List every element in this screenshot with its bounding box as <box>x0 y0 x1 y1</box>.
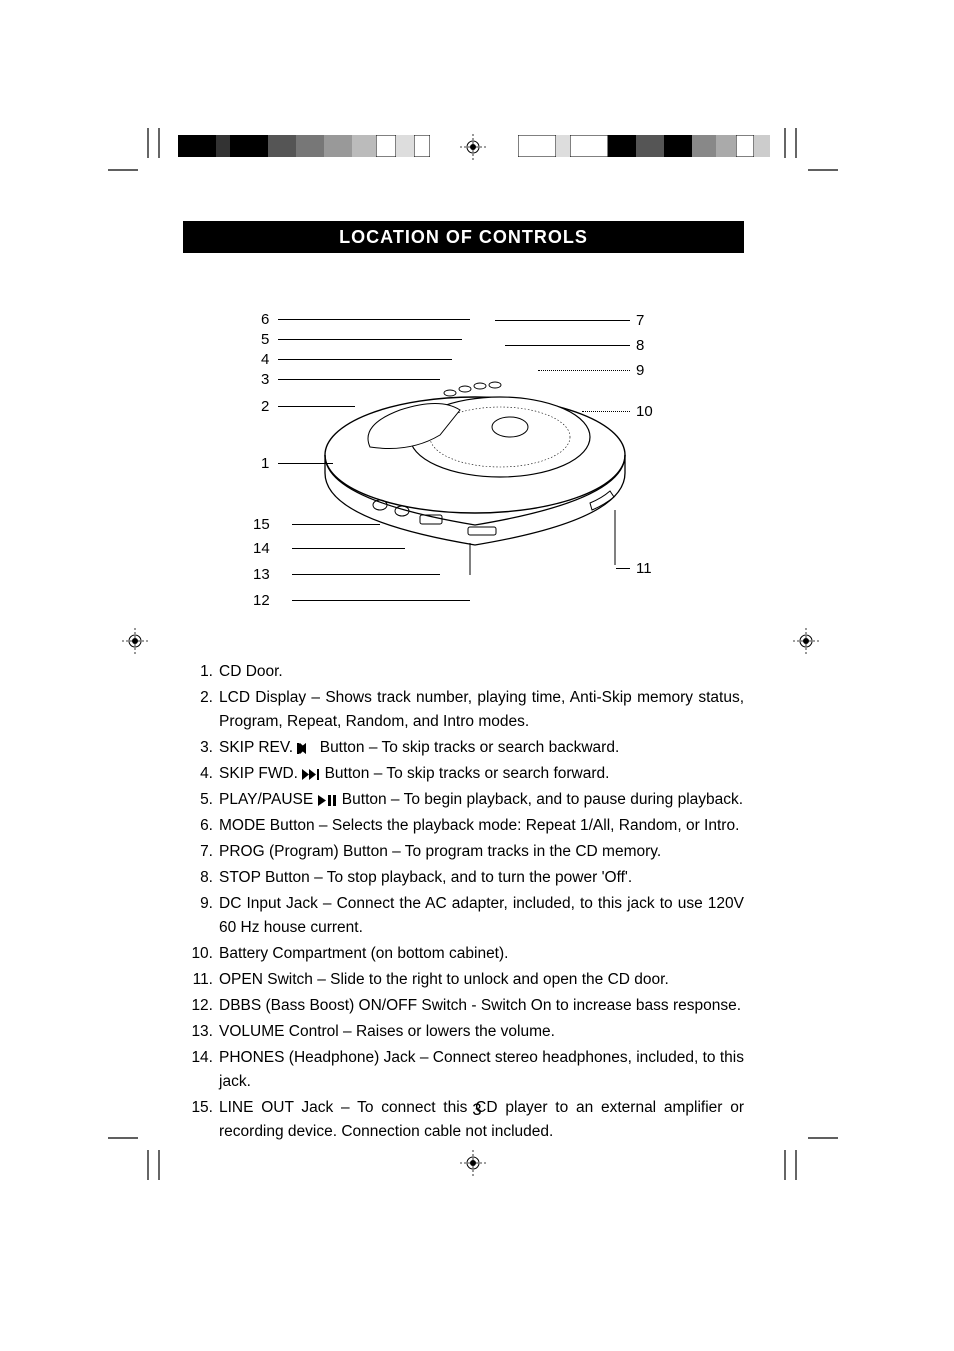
list-item: 6.MODE Button – Selects the playback mod… <box>183 814 744 838</box>
list-item: 8.STOP Button – To stop playback, and to… <box>183 866 744 890</box>
leader-line <box>278 319 470 320</box>
list-item-text: SKIP REV. Button – To skip tracks or sea… <box>219 736 744 760</box>
diagram-label: 2 <box>261 398 269 415</box>
list-item-text: MODE Button – Selects the playback mode:… <box>219 814 744 838</box>
leader-line <box>278 339 462 340</box>
diagram-label: 11 <box>636 560 652 577</box>
section-title: LOCATION OF CONTROLS <box>183 221 744 253</box>
leader-line <box>495 320 630 321</box>
list-item: 1.CD Door. <box>183 660 744 684</box>
list-item-text: LCD Display – Shows track number, playin… <box>219 686 744 734</box>
list-item: 3.SKIP REV. Button – To skip tracks or s… <box>183 736 744 760</box>
list-item: 9.DC Input Jack – Connect the AC adapter… <box>183 892 744 940</box>
diagram-label: 9 <box>636 362 644 379</box>
diagram-label: 10 <box>636 403 653 420</box>
color-bar-left <box>178 135 430 157</box>
diagram-label: 8 <box>636 337 644 354</box>
list-item-text: DC Input Jack – Connect the AC adapter, … <box>219 892 744 940</box>
list-item: 7.PROG (Program) Button – To program tra… <box>183 840 744 864</box>
list-item-text: DBBS (Bass Boost) ON/OFF Switch - Switch… <box>219 994 744 1018</box>
diagram-label: 14 <box>253 540 270 557</box>
list-item-text: PHONES (Headphone) Jack – Connect stereo… <box>219 1046 744 1094</box>
list-item-number: 2. <box>183 686 219 710</box>
diagram-label: 5 <box>261 331 269 348</box>
leader-line <box>292 600 470 601</box>
list-item-text: PROG (Program) Button – To program track… <box>219 840 744 864</box>
list-item-number: 3. <box>183 736 219 760</box>
list-item-number: 7. <box>183 840 219 864</box>
registration-mark-icon <box>460 134 486 160</box>
crop-mark-icon <box>770 1128 840 1188</box>
list-item-text: PLAY/PAUSE Button – To begin playback, a… <box>219 788 744 812</box>
leader-line <box>278 406 355 407</box>
registration-mark-icon <box>793 628 819 654</box>
list-item-number: 8. <box>183 866 219 890</box>
list-item: 14.PHONES (Headphone) Jack – Connect ste… <box>183 1046 744 1094</box>
cd-player-diagram <box>310 355 640 575</box>
list-item: 4.SKIP FWD. Button – To skip tracks or s… <box>183 762 744 786</box>
list-item: 13.VOLUME Control – Raises or lowers the… <box>183 1020 744 1044</box>
leader-line <box>616 568 630 569</box>
manual-page: LOCATION OF CONTROLS 6 5 4 3 2 1 15 14 13 12 7 8 9 10… <box>0 0 954 1351</box>
list-item-text: SKIP FWD. Button – To skip tracks or sea… <box>219 762 744 786</box>
crop-mark-icon <box>108 128 168 178</box>
diagram-label: 7 <box>636 312 644 329</box>
registration-mark-icon <box>460 1150 486 1176</box>
diagram-label: 4 <box>261 351 269 368</box>
list-item-text: OPEN Switch – Slide to the right to unlo… <box>219 968 744 992</box>
crop-mark-icon <box>770 128 840 178</box>
list-item: 5.PLAY/PAUSE Button – To begin playback,… <box>183 788 744 812</box>
controls-list: 1.CD Door.2.LCD Display – Shows track nu… <box>183 660 744 1146</box>
list-item-number: 4. <box>183 762 219 786</box>
crop-mark-icon <box>108 1128 168 1188</box>
leader-line <box>292 574 440 575</box>
registration-mark-icon <box>122 628 148 654</box>
leader-line <box>538 370 630 371</box>
diagram-label: 12 <box>253 592 270 609</box>
list-item-number: 6. <box>183 814 219 838</box>
list-item-number: 13. <box>183 1020 219 1044</box>
page-number: 3 <box>0 1100 954 1120</box>
list-item: 10.Battery Compartment (on bottom cabine… <box>183 942 744 966</box>
list-item-number: 11. <box>183 968 219 992</box>
list-item-text: VOLUME Control – Raises or lowers the vo… <box>219 1020 744 1044</box>
leader-line <box>278 463 333 464</box>
list-item-number: 9. <box>183 892 219 916</box>
list-item-number: 10. <box>183 942 219 966</box>
color-bar-right <box>518 135 770 157</box>
list-item: 12.DBBS (Bass Boost) ON/OFF Switch - Swi… <box>183 994 744 1018</box>
leader-line <box>292 524 380 525</box>
leader-line <box>278 379 440 380</box>
leader-line <box>292 548 405 549</box>
diagram-label: 15 <box>253 516 270 533</box>
leader-line <box>582 411 630 412</box>
list-item: 2.LCD Display – Shows track number, play… <box>183 686 744 734</box>
diagram-label: 13 <box>253 566 270 583</box>
diagram-label: 3 <box>261 371 269 388</box>
list-item-number: 1. <box>183 660 219 684</box>
list-item-number: 5. <box>183 788 219 812</box>
list-item-text: CD Door. <box>219 660 744 684</box>
list-item-text: Battery Compartment (on bottom cabinet). <box>219 942 744 966</box>
list-item-number: 14. <box>183 1046 219 1070</box>
list-item-number: 12. <box>183 994 219 1018</box>
leader-line <box>278 359 452 360</box>
list-item-text: STOP Button – To stop playback, and to t… <box>219 866 744 890</box>
diagram-label: 1 <box>261 455 269 472</box>
list-item: 11.OPEN Switch – Slide to the right to u… <box>183 968 744 992</box>
diagram-label: 6 <box>261 311 269 328</box>
leader-line <box>505 345 630 346</box>
